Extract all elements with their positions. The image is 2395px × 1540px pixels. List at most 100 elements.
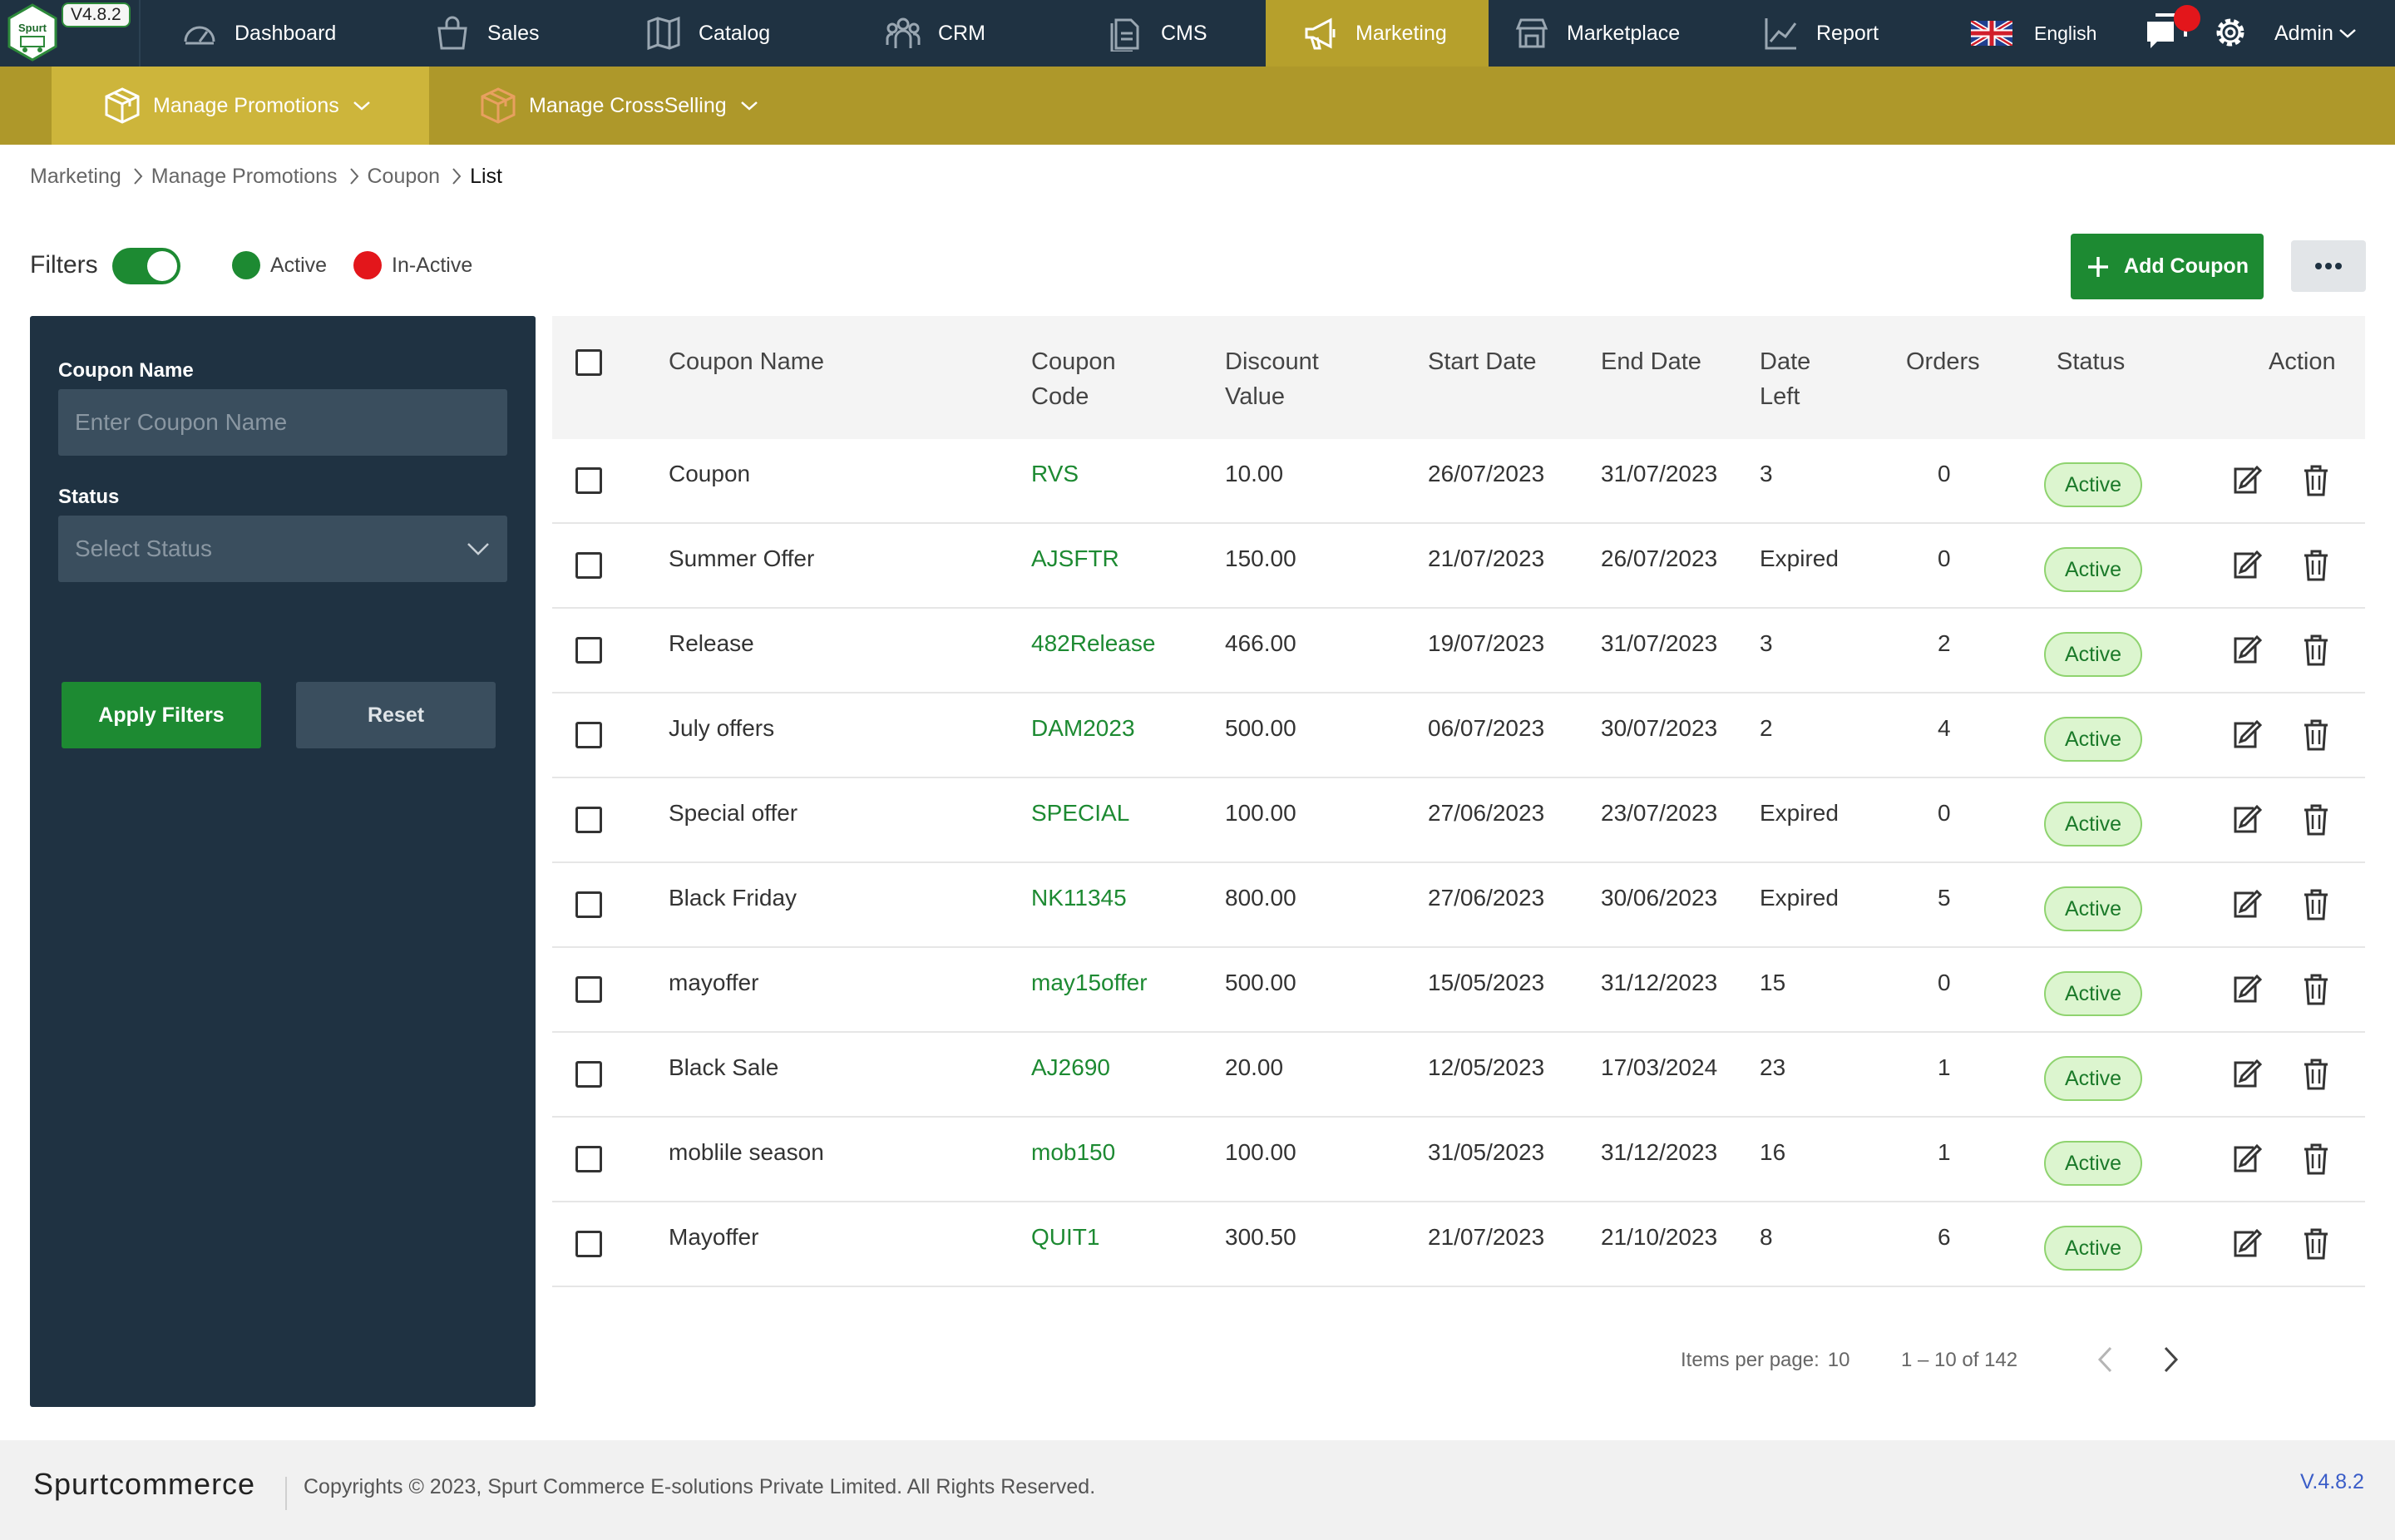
status-select[interactable]: Select Status <box>58 516 507 582</box>
status-badge[interactable]: Active <box>2044 1141 2142 1186</box>
row-checkbox[interactable] <box>575 1061 602 1088</box>
delete-icon[interactable] <box>2302 464 2330 497</box>
nav-crm[interactable]: CRM <box>885 0 985 67</box>
items-per-page-value[interactable]: 10 <box>1827 1349 1850 1371</box>
col-discount-value[interactable]: Discount Value <box>1225 344 1319 414</box>
coupon-name-input[interactable] <box>58 389 507 456</box>
cell-orders: 0 <box>1938 545 1951 571</box>
user-menu[interactable]: Admin <box>2274 0 2357 67</box>
chevron-down-icon <box>740 101 758 111</box>
top-navigation: Spurt V4.8.2 Dashboard Sales Catalog CRM… <box>0 0 2395 67</box>
delete-icon[interactable] <box>2302 634 2330 667</box>
footer-divider <box>285 1477 287 1510</box>
apply-filters-button[interactable]: Apply Filters <box>62 682 261 748</box>
delete-icon[interactable] <box>2302 1143 2330 1176</box>
breadcrumb-manage-promotions[interactable]: Manage Promotions <box>151 164 338 188</box>
nav-sales[interactable]: Sales <box>434 0 540 67</box>
status-badge[interactable]: Active <box>2044 802 2142 847</box>
reset-button[interactable]: Reset <box>296 682 496 748</box>
breadcrumb-coupon[interactable]: Coupon <box>367 164 441 188</box>
edit-icon[interactable] <box>2229 888 2262 921</box>
row-checkbox[interactable] <box>575 467 602 494</box>
language-selector[interactable]: English <box>1971 0 2096 67</box>
cell-left: Expired <box>1760 800 1839 826</box>
col-orders[interactable]: Orders <box>1906 348 1980 375</box>
select-all-checkbox[interactable] <box>575 349 602 376</box>
delete-icon[interactable] <box>2302 1058 2330 1091</box>
nav-report[interactable]: Report <box>1763 0 1879 67</box>
delete-icon[interactable] <box>2302 549 2330 582</box>
footer: Spurtcommerce Copyrights © 2023, Spurt C… <box>0 1440 2395 1540</box>
edit-icon[interactable] <box>2229 718 2262 752</box>
row-checkbox[interactable] <box>575 1146 602 1172</box>
status-badge[interactable]: Active <box>2044 632 2142 677</box>
nav-catalog[interactable]: Catalog <box>645 0 770 67</box>
status-badge[interactable]: Active <box>2044 717 2142 762</box>
table-row[interactable]: mayoffer may15offer 500.00 15/05/2023 31/12/… <box>552 948 2365 1033</box>
table-row[interactable]: Black Friday NK11345 800.00 27/06/2023 30/06… <box>552 863 2365 948</box>
row-checkbox[interactable] <box>575 552 602 579</box>
row-checkbox[interactable] <box>575 976 602 1003</box>
col-discount-value-line1: Discount <box>1225 348 1319 375</box>
edit-icon[interactable] <box>2229 1058 2262 1091</box>
users-icon <box>886 17 921 48</box>
nav-marketing[interactable]: Marketing <box>1266 0 1489 67</box>
delete-icon[interactable] <box>2302 803 2330 837</box>
subnav-manage-crossselling[interactable]: Manage CrossSelling <box>479 67 758 145</box>
table-row[interactable]: Mayoffer QUIT1 300.50 21/07/2023 21/10/2023 8… <box>552 1202 2365 1287</box>
col-end-date[interactable]: End Date <box>1601 348 1701 375</box>
col-coupon-code[interactable]: Coupon Code <box>1031 344 1116 414</box>
row-checkbox[interactable] <box>575 1231 602 1257</box>
row-checkbox[interactable] <box>575 722 602 748</box>
col-coupon-name[interactable]: Coupon Name <box>669 348 824 375</box>
col-status[interactable]: Status <box>2057 348 2126 375</box>
items-per-page[interactable]: Items per page: 10 <box>1681 1340 1849 1380</box>
edit-icon[interactable] <box>2229 634 2262 667</box>
row-checkbox[interactable] <box>575 891 602 918</box>
cell-orders: 4 <box>1938 715 1951 741</box>
next-page-icon[interactable] <box>2162 1345 2180 1374</box>
edit-icon[interactable] <box>2229 803 2262 837</box>
col-date-left[interactable]: Date Left <box>1760 344 1810 414</box>
cell-discount: 150.00 <box>1225 545 1296 571</box>
row-checkbox[interactable] <box>575 807 602 833</box>
gear-icon[interactable] <box>2212 14 2249 51</box>
status-badge[interactable]: Active <box>2044 547 2142 592</box>
edit-icon[interactable] <box>2229 973 2262 1006</box>
delete-icon[interactable] <box>2302 718 2330 752</box>
previous-page-icon[interactable] <box>2096 1345 2114 1374</box>
status-badge[interactable]: Active <box>2044 1226 2142 1271</box>
edit-icon[interactable] <box>2229 1143 2262 1176</box>
edit-icon[interactable] <box>2229 464 2262 497</box>
spurt-logo-icon[interactable]: Spurt <box>7 3 58 62</box>
nav-cms[interactable]: CMS <box>1108 0 1207 67</box>
col-start-date[interactable]: Start Date <box>1428 348 1537 375</box>
more-options-button[interactable] <box>2291 240 2366 292</box>
row-checkbox[interactable] <box>575 637 602 664</box>
add-coupon-button[interactable]: Add Coupon <box>2071 234 2264 299</box>
nav-dashboard[interactable]: Dashboard <box>181 0 336 67</box>
table-row[interactable]: Summer Offer AJSFTR 150.00 21/07/2023 26/07/… <box>552 524 2365 609</box>
status-badge[interactable]: Active <box>2044 971 2142 1016</box>
filters-toggle[interactable] <box>112 248 180 284</box>
breadcrumb-marketing[interactable]: Marketing <box>30 164 121 188</box>
table-row[interactable]: Black Sale AJ2690 20.00 12/05/2023 17/03/202… <box>552 1033 2365 1118</box>
status-badge[interactable]: Active <box>2044 886 2142 931</box>
status-badge[interactable]: Active <box>2044 1056 2142 1101</box>
cell-code: may15offer <box>1031 970 1148 995</box>
table-row[interactable]: July offers DAM2023 500.00 06/07/2023 30/07/… <box>552 693 2365 778</box>
nav-marketplace[interactable]: Marketplace <box>1514 0 1680 67</box>
subnav-manage-promotions[interactable]: Manage Promotions <box>52 67 429 145</box>
table-row[interactable]: Release 482Release 466.00 19/07/2023 31/07/2… <box>552 609 2365 693</box>
edit-icon[interactable] <box>2229 1227 2262 1261</box>
delete-icon[interactable] <box>2302 888 2330 921</box>
status-badge[interactable]: Active <box>2044 462 2142 507</box>
delete-icon[interactable] <box>2302 1227 2330 1261</box>
inactive-dot <box>353 251 382 279</box>
edit-icon[interactable] <box>2229 549 2262 582</box>
delete-icon[interactable] <box>2302 973 2330 1006</box>
table-row[interactable]: Coupon RVS 10.00 26/07/2023 31/07/2023 3 0 Acti… <box>552 439 2365 524</box>
table-row[interactable]: moblile season mob150 100.00 31/05/2023 31/1… <box>552 1118 2365 1202</box>
table-row[interactable]: Special offer SPECIAL 100.00 27/06/2023 23/0… <box>552 778 2365 863</box>
cell-discount: 300.50 <box>1225 1224 1296 1250</box>
